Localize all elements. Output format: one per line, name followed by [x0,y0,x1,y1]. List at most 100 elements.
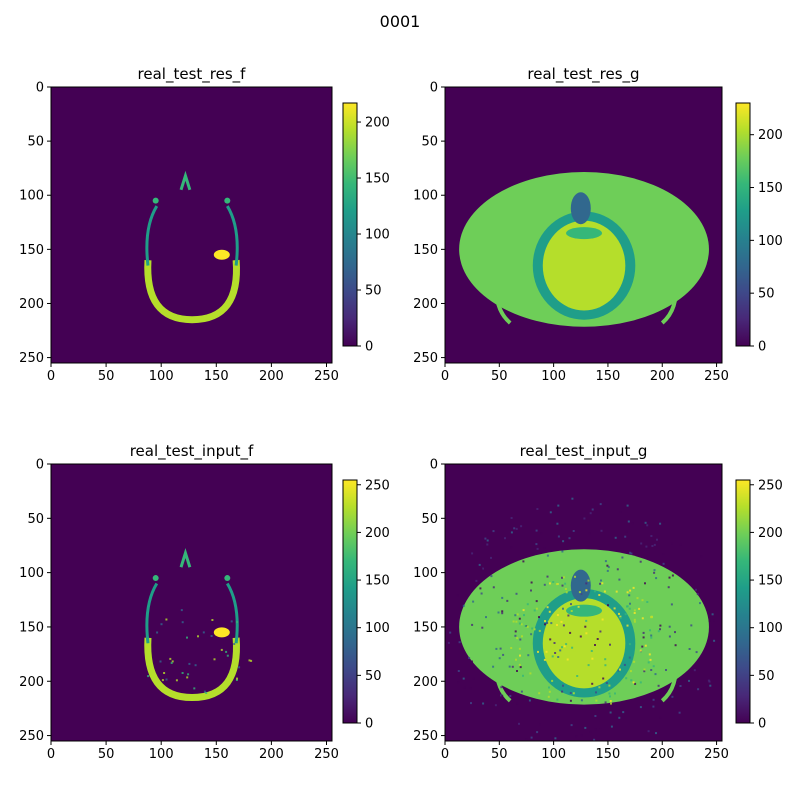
noise-speck [147,675,150,678]
y-tick-label: 250 [413,729,438,744]
noise-speck [163,672,166,674]
noise-speck [482,567,484,570]
noise-speck [665,669,667,671]
noise-speck [202,631,205,634]
x-tick-label: 100 [541,747,566,762]
noise-speck [650,634,653,637]
noise-speck [546,622,549,624]
axes-frame [444,86,723,364]
skull-bone-lower [144,637,240,702]
colorbar-tick-label: 0 [758,717,766,732]
noise-speck [186,636,188,639]
colorbar-tick-label: 150 [758,181,783,196]
noise-speck [617,669,620,672]
noise-speck [608,684,611,687]
noise-speck [674,644,677,647]
noise-speck [522,609,525,612]
x-tick-label: 0 [47,747,55,762]
noise-speck [587,579,590,582]
noise-speck [165,678,168,681]
noise-speck [594,644,596,646]
noise-speck [556,624,558,626]
noise-speck [472,600,475,603]
noise-speck [604,560,607,563]
noise-speck [530,589,532,592]
petrous-bone [213,249,230,260]
noise-speck [557,504,560,507]
noise-speck [554,659,557,662]
noise-speck [657,684,660,687]
noise-speck [492,665,495,668]
noise-speck [561,646,563,649]
colorbar-tick-label: 100 [365,621,390,636]
x-tick-label: 150 [204,747,229,762]
y-tick-label: 200 [19,675,44,690]
noise-speck [653,571,656,574]
noise-speck [515,658,517,661]
noise-speck [578,620,581,623]
temporal-region [566,227,603,240]
noise-speck [649,698,652,701]
image-content [459,171,709,327]
noise-speck [588,532,591,535]
noise-speck [655,732,657,735]
noise-speck [695,651,698,654]
noise-speck [562,576,565,579]
y-tick-label: 100 [413,189,438,204]
noise-speck [494,704,497,707]
noise-speck [604,664,607,667]
noise-speck [646,524,649,527]
noise-speck [662,520,665,523]
noise-speck [530,736,533,739]
noise-speck [596,638,599,640]
noise-speck [630,679,633,682]
noise-speck [471,623,474,626]
noise-speck [646,601,649,603]
noise-speck [648,653,651,656]
noise-speck [520,525,523,528]
noise-speck [480,568,483,571]
noise-speck [598,686,601,689]
noise-speck [197,635,199,638]
noise-speck [585,589,588,592]
noise-speck [510,517,513,519]
noise-speck [549,638,552,641]
noise-speck [458,641,461,644]
noise-speck [151,674,154,677]
noise-speck [591,657,594,660]
colorbar-tick-label: 50 [758,287,775,302]
noise-speck [238,666,241,669]
noise-speck [470,702,472,705]
noise-speck [629,670,632,673]
noise-speck [632,586,635,589]
noise-speck [602,677,605,680]
noise-speck [572,692,575,695]
noise-speck [226,654,229,657]
noise-speck [587,679,590,682]
noise-speck [584,726,587,729]
noise-speck [628,643,631,646]
noise-speck [516,670,518,672]
x-tick-label: 100 [541,369,566,384]
x-tick-label: 50 [491,369,508,384]
nasal-bone [179,170,192,191]
noise-speck [181,621,184,624]
noise-speck [647,661,650,664]
noise-speck [662,553,665,555]
noise-speck [603,590,606,593]
noise-speck [561,576,563,579]
y-tick-label: 50 [421,512,438,527]
noise-speck [628,656,631,659]
noise-speck [599,503,602,506]
noise-speck [639,560,642,563]
noise-speck [641,645,644,648]
noise-speck [632,681,635,684]
y-tick-label: 150 [19,243,44,258]
noise-speck [527,654,530,657]
noise-speck [544,620,546,623]
noise-speck [551,679,554,682]
colorbar-tick-label: 250 [758,478,783,493]
noise-speck [623,663,626,666]
noise-speck [535,607,538,610]
